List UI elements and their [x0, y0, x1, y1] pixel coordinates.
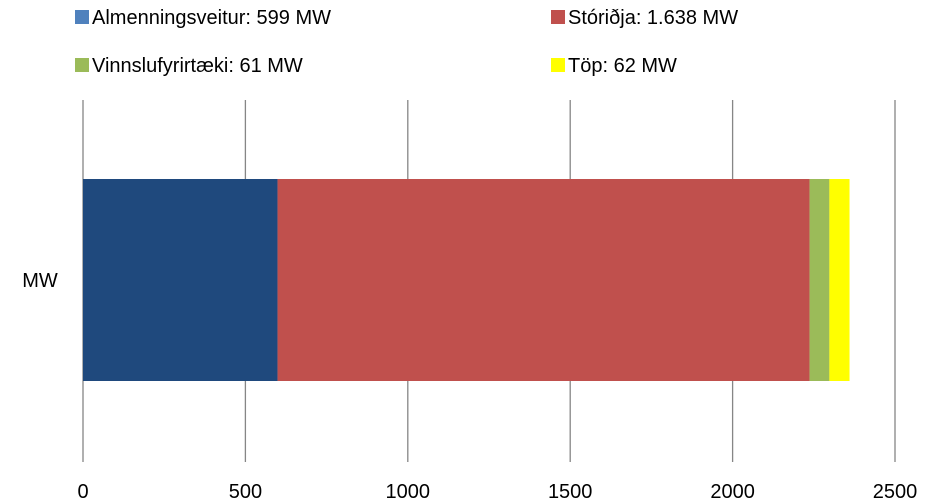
legend-swatch	[75, 58, 89, 72]
bar-segment	[829, 179, 850, 381]
x-tick-label: 2000	[710, 481, 755, 502]
legend-item: Almenningsveitur: 599 MW	[75, 7, 331, 29]
legend-item: Stóriðja: 1.638 MW	[551, 7, 738, 29]
legend-label: Vinnslufyrirtæki: 61 MW	[92, 55, 303, 77]
legend-label: Almenningsveitur: 599 MW	[92, 7, 331, 29]
legend-swatch	[551, 58, 565, 72]
x-tick-label: 0	[77, 481, 88, 502]
legend-label: Töp: 62 MW	[568, 55, 677, 77]
bar-segment	[277, 179, 810, 381]
x-tick-label: 1000	[386, 481, 431, 502]
x-tick-label: 2500	[873, 481, 918, 502]
legend-swatch	[551, 10, 565, 24]
x-axis-ticks: 0 500 1000 1500 2000 2500	[77, 481, 917, 502]
legend-item: Töp: 62 MW	[551, 55, 677, 77]
y-axis-categories: MW	[22, 270, 58, 292]
x-tick-label: 500	[229, 481, 262, 502]
legend-swatch	[75, 10, 89, 24]
legend-item: Vinnslufyrirtæki: 61 MW	[75, 55, 303, 77]
legend-label: Stóriðja: 1.638 MW	[568, 7, 738, 29]
bar-segment	[809, 179, 830, 381]
legend: Almenningsveitur: 599 MW Stóriðja: 1.638 …	[75, 7, 738, 77]
category-label: MW	[22, 270, 58, 292]
bar-segment	[83, 179, 278, 381]
x-tick-label: 1500	[548, 481, 593, 502]
bars	[83, 179, 850, 381]
